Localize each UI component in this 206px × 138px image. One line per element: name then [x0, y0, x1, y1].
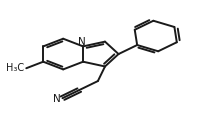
- Text: H₃C: H₃C: [6, 63, 24, 73]
- Text: N: N: [78, 37, 86, 47]
- Text: N: N: [53, 94, 61, 104]
